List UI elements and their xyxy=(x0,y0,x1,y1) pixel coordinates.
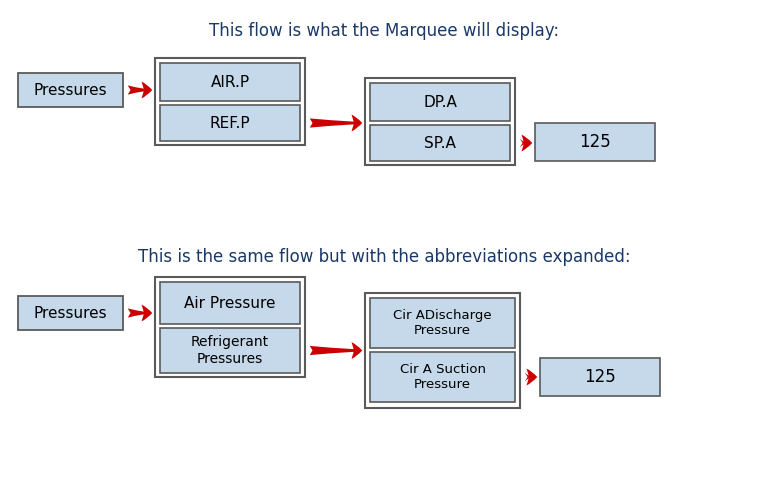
FancyBboxPatch shape xyxy=(370,83,510,121)
Text: Pressures: Pressures xyxy=(34,83,108,98)
FancyBboxPatch shape xyxy=(370,125,510,161)
Text: REF.P: REF.P xyxy=(210,116,250,130)
Text: This flow is what the Marquee will display:: This flow is what the Marquee will displ… xyxy=(209,22,559,40)
FancyBboxPatch shape xyxy=(540,358,660,396)
FancyBboxPatch shape xyxy=(365,78,515,165)
Text: Air Pressure: Air Pressure xyxy=(184,295,276,311)
Text: DP.A: DP.A xyxy=(423,95,457,109)
FancyBboxPatch shape xyxy=(160,105,300,141)
Text: 125: 125 xyxy=(584,368,616,386)
FancyBboxPatch shape xyxy=(160,328,300,373)
Text: Refrigerant
Pressures: Refrigerant Pressures xyxy=(191,336,269,366)
FancyBboxPatch shape xyxy=(365,293,520,408)
Text: Pressures: Pressures xyxy=(34,305,108,321)
Text: Cir ADischarge
Pressure: Cir ADischarge Pressure xyxy=(393,309,492,337)
FancyBboxPatch shape xyxy=(370,298,515,348)
FancyBboxPatch shape xyxy=(535,123,655,161)
Text: Cir A Suction
Pressure: Cir A Suction Pressure xyxy=(399,363,485,391)
FancyBboxPatch shape xyxy=(155,58,305,145)
FancyBboxPatch shape xyxy=(18,296,123,330)
FancyBboxPatch shape xyxy=(160,63,300,101)
Text: 125: 125 xyxy=(579,133,611,151)
FancyBboxPatch shape xyxy=(155,277,305,377)
FancyBboxPatch shape xyxy=(160,282,300,324)
Text: AIR.P: AIR.P xyxy=(210,75,250,89)
Text: SP.A: SP.A xyxy=(424,135,456,151)
FancyBboxPatch shape xyxy=(18,73,123,107)
FancyBboxPatch shape xyxy=(370,352,515,402)
Text: This is the same flow but with the abbreviations expanded:: This is the same flow but with the abbre… xyxy=(137,248,631,266)
